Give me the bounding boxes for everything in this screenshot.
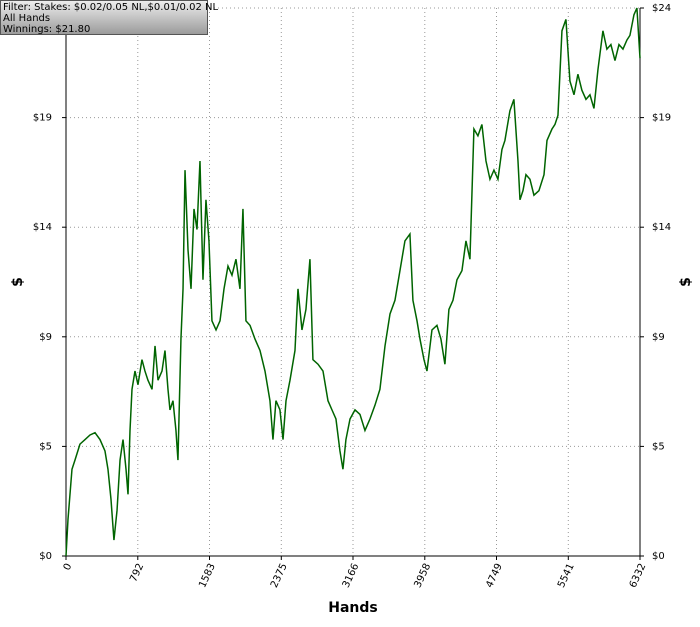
y2-tick-label: $14 [652, 222, 671, 233]
y2-tick-label: $9 [652, 332, 665, 343]
y2-axis-label: $ [678, 277, 694, 287]
x-axis-label: Hands [328, 600, 378, 616]
y-tick-label: $19 [33, 113, 52, 124]
x-tick-label: 0 [62, 562, 75, 572]
info-line: Winnings: $21.80 [3, 24, 90, 35]
y-axis-label: $ [10, 277, 26, 287]
info-line: All Hands [3, 13, 50, 24]
y2-tick-label: $19 [652, 113, 671, 124]
y-tick-label: $0 [39, 551, 52, 562]
plot-area: $0$0$5$5$9$9$14$14$19$19$24$240792158323… [33, 3, 671, 590]
y-tick-label: $5 [39, 441, 52, 452]
info-box [0, 0, 208, 35]
y2-tick-label: $5 [652, 441, 665, 452]
y-tick-label: $9 [39, 332, 52, 343]
y-tick-label: $14 [33, 222, 52, 233]
info-line: Filter: Stakes: $0.02/0.05 NL,$0.01/0.02… [3, 2, 218, 13]
y2-tick-label: $0 [652, 551, 665, 562]
y2-tick-label: $24 [652, 3, 671, 14]
winnings-line [65, 7, 641, 557]
